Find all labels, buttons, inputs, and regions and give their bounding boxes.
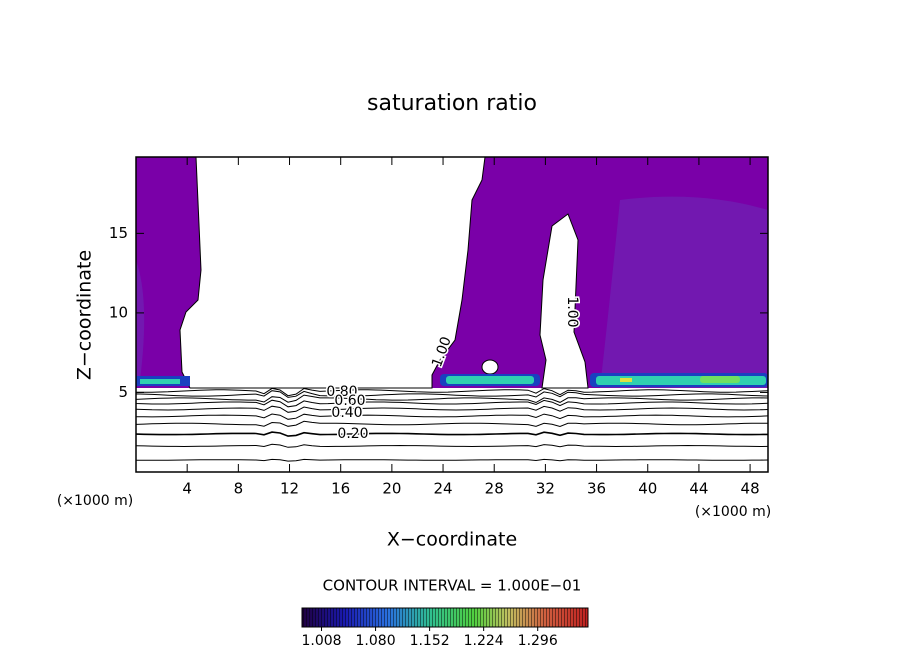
colorbar-tick-label: 1.008 [301, 633, 341, 649]
contour-label: 0.20 [337, 426, 368, 442]
x-unit-label: (×1000 m) [57, 493, 133, 509]
clear-region [179, 157, 486, 389]
contour-line [136, 443, 768, 448]
contour-line [136, 387, 768, 397]
contour-interval: CONTOUR INTERVAL = 1.000E−01 [323, 577, 582, 595]
contour-line [136, 390, 768, 398]
y-tick-label: 5 [118, 383, 128, 401]
x-tick-label: 20 [382, 480, 401, 498]
y-tick-label: 15 [109, 224, 128, 242]
clear-region [539, 213, 589, 389]
x-tick-label: 32 [536, 480, 555, 498]
band [446, 376, 534, 384]
x-tick-label: 28 [485, 480, 504, 498]
x-tick-label: 48 [741, 480, 760, 498]
shade [600, 196, 768, 388]
plot-frame [135, 156, 769, 473]
contour-line [136, 399, 768, 408]
field [136, 157, 768, 462]
contour-label: 0.60 [334, 393, 365, 409]
contour-label: 0.80 [326, 384, 357, 400]
contour-line [136, 431, 768, 437]
x-axis-label: X−coordinate [387, 529, 517, 551]
x-tick-label: 16 [331, 480, 350, 498]
band [140, 379, 180, 384]
x-tick-label: 44 [689, 480, 708, 498]
clear-region [481, 359, 499, 375]
contour-label: 0.40 [331, 405, 362, 421]
colorbar-tick-label: 1.152 [410, 633, 450, 649]
band [620, 378, 632, 382]
x-tick-label: 40 [638, 480, 657, 498]
colorbar-tick-label: 1.080 [356, 633, 396, 649]
contour-line [136, 405, 768, 413]
contour-line [136, 458, 768, 462]
y-axis-label: Z−coordinate [74, 250, 96, 380]
x-tick-label: 36 [587, 480, 606, 498]
colorbar-tick-label: 1.296 [518, 633, 558, 649]
band [700, 376, 740, 383]
chart-title: saturation ratio [367, 91, 537, 116]
y-tick-label: 10 [109, 303, 128, 321]
x-tick-label: 4 [182, 480, 192, 498]
contour-line [136, 413, 768, 420]
x-tick-label: 24 [433, 480, 452, 498]
colorbar-stripes [302, 608, 588, 627]
contour-label: 1.00 [564, 296, 580, 327]
colorbar-tick-label: 1.224 [464, 633, 504, 649]
x-tick-label: 8 [234, 480, 244, 498]
contour-line [136, 394, 768, 404]
y-unit-label: (×1000 m) [695, 504, 771, 520]
shade [136, 260, 145, 380]
contour-lines [136, 387, 768, 462]
x-tick-label: 12 [280, 480, 299, 498]
contour-line [136, 420, 768, 428]
